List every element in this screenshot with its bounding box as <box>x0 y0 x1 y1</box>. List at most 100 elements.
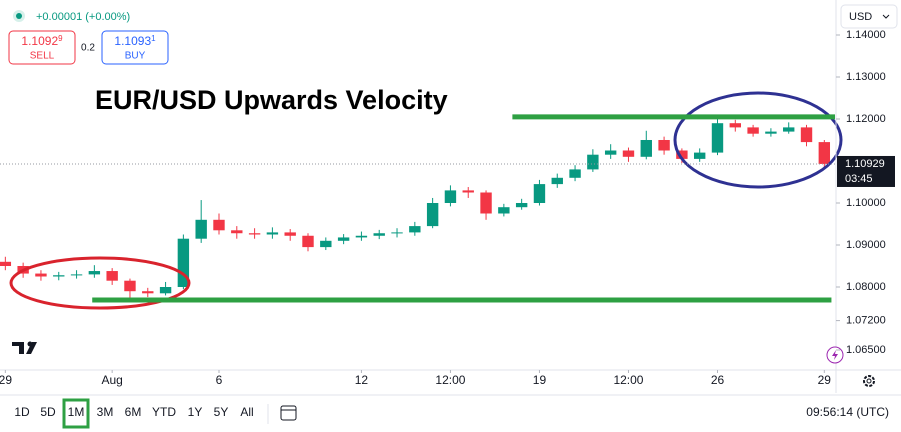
currency[interactable]: USD <box>849 11 872 23</box>
candle-body <box>88 271 101 275</box>
settings-icon[interactable] <box>863 375 875 387</box>
candle-body <box>640 139 652 157</box>
candle-body <box>622 150 635 157</box>
candle-body <box>711 123 724 153</box>
y-tick-label: 1.09000 <box>846 239 886 251</box>
settings-icon-core <box>866 378 872 384</box>
countdown: 03:45 <box>845 173 873 185</box>
candle-body <box>391 232 403 234</box>
sell-pip[interactable]: 9 <box>58 34 63 43</box>
candle-body <box>498 207 510 214</box>
candle-body <box>515 202 528 208</box>
y-tick-label: 1.08000 <box>846 281 886 293</box>
clock: 09:56:14 (UTC) <box>806 405 889 419</box>
x-tick-label: Aug <box>101 373 122 387</box>
candle-body <box>195 219 207 239</box>
sell-price-main[interactable]: 1.1092 <box>21 34 58 48</box>
buy-button[interactable] <box>101 30 169 65</box>
candle-body <box>676 150 688 159</box>
candle-body <box>0 261 12 267</box>
candle-body <box>70 274 83 276</box>
last-price-box <box>837 155 895 187</box>
candle-body <box>124 280 136 292</box>
candle-body <box>426 202 439 227</box>
candle-body <box>231 230 243 234</box>
dropdown-caret <box>882 14 890 19</box>
chart-title: EUR/USD Upwards Velocity <box>95 85 448 115</box>
candle-body <box>213 219 225 231</box>
candle-body <box>142 291 154 294</box>
candle-body <box>729 123 741 128</box>
calendar-icon[interactable] <box>280 405 297 421</box>
x-tick-label: 12:00 <box>613 373 643 387</box>
candle-body <box>444 190 457 203</box>
candle-body <box>302 235 314 248</box>
candle-body <box>800 127 813 143</box>
candle-body <box>587 154 599 170</box>
red-ellipse <box>9 256 191 310</box>
logo-dot <box>27 341 33 347</box>
candle-body <box>284 232 296 236</box>
candle-body <box>765 131 777 134</box>
candle-body <box>693 152 706 159</box>
sell-label[interactable]: SELL <box>30 51 55 62</box>
price-change: +0.00001 (+0.00%) <box>36 11 130 23</box>
candle-body <box>533 184 546 203</box>
candle-body <box>818 142 831 164</box>
spread: 0.2 <box>81 43 95 54</box>
candle-body <box>53 275 65 277</box>
plot-area <box>0 118 831 298</box>
y-tick-label: 1.07200 <box>846 315 886 327</box>
candle-body <box>604 150 617 155</box>
range-button[interactable]: 5Y <box>214 405 229 419</box>
candle-body <box>106 271 118 281</box>
candle-body <box>747 127 759 134</box>
range-button[interactable]: 1D <box>14 405 30 419</box>
y-tick-label: 1.06500 <box>846 344 886 356</box>
x-tick-label: 12:00 <box>435 373 465 387</box>
candle-body <box>159 287 172 294</box>
range-button[interactable]: 1Y <box>188 405 203 419</box>
y-tick-label: 1.12000 <box>846 113 886 125</box>
candle-body <box>266 232 279 235</box>
sell-price[interactable]: 1.10929 <box>21 34 63 48</box>
buy-label[interactable]: BUY <box>125 51 146 62</box>
x-tick-label: 12 <box>355 373 369 387</box>
range-button[interactable]: 5D <box>40 405 56 419</box>
toolbar: 1D 5D 1M 3M 6M YTD 1Y 5Y All <box>14 398 254 429</box>
buy-price-main[interactable]: 1.1093 <box>114 34 151 48</box>
candle-body <box>355 235 368 238</box>
candle-body <box>409 226 421 233</box>
range-button[interactable]: YTD <box>152 405 176 419</box>
currency-dropdown[interactable] <box>840 4 898 29</box>
buy-pip[interactable]: 1 <box>151 34 156 43</box>
buy-price[interactable]: 1.10931 <box>114 34 156 48</box>
candle-body <box>462 190 474 193</box>
candle-body <box>480 192 492 214</box>
candle-body <box>337 237 350 241</box>
x-tick-label: 6 <box>216 373 223 387</box>
candle-body <box>551 177 563 185</box>
candle-body <box>35 273 47 277</box>
y-tick-label: 1.13000 <box>846 71 886 83</box>
candle-body <box>569 169 581 178</box>
x-tick-label: 29 <box>0 373 12 387</box>
y-tick-label: 1.14000 <box>846 29 886 41</box>
y-tick-label: 1.10000 <box>846 197 886 209</box>
range-button[interactable]: All <box>240 405 253 419</box>
range-button[interactable]: 6M <box>125 405 142 419</box>
sell-button[interactable] <box>8 30 76 65</box>
x-tick-label: 19 <box>533 373 547 387</box>
range-button[interactable]: 3M <box>97 405 114 419</box>
range-button[interactable]: 1M <box>68 405 85 419</box>
candle-body <box>248 233 261 235</box>
status-dot <box>16 13 22 19</box>
candle-body <box>320 240 332 248</box>
active-range-box <box>62 398 90 429</box>
candle-body <box>177 238 190 288</box>
alert-bolt <box>832 350 838 360</box>
last-price-label: 1.10929 <box>845 158 885 170</box>
x-tick-label: 26 <box>711 373 725 387</box>
